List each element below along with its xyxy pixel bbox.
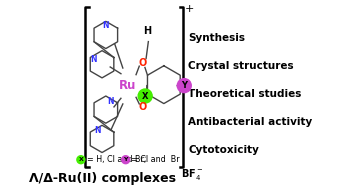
Text: N: N	[94, 126, 100, 135]
Text: X: X	[79, 157, 83, 162]
Text: N: N	[107, 97, 114, 106]
Text: O: O	[139, 102, 147, 112]
Circle shape	[122, 156, 130, 164]
Text: +: +	[185, 5, 194, 14]
Circle shape	[138, 89, 152, 103]
Text: Y: Y	[181, 81, 187, 90]
Text: Y: Y	[123, 157, 128, 162]
Text: = H, Cl and Br;: = H, Cl and Br;	[86, 155, 146, 164]
Text: O: O	[139, 58, 147, 68]
Text: N: N	[103, 21, 109, 30]
Circle shape	[77, 156, 85, 164]
Text: Synthesis: Synthesis	[188, 33, 245, 43]
Circle shape	[177, 79, 191, 93]
Text: Antibacterial activity: Antibacterial activity	[188, 117, 312, 127]
Text: Ru: Ru	[119, 80, 136, 92]
Text: N: N	[90, 55, 97, 64]
Text: Crystal structures: Crystal structures	[188, 61, 294, 71]
Text: Cytotoxicity: Cytotoxicity	[188, 145, 259, 155]
Text: = Cl and  Br: = Cl and Br	[131, 155, 180, 164]
Text: H: H	[143, 26, 151, 36]
Text: BF$_4^-$: BF$_4^-$	[181, 167, 204, 182]
Text: Λ/Δ-Ru(II) complexes: Λ/Δ-Ru(II) complexes	[29, 172, 177, 185]
Text: X: X	[142, 91, 149, 101]
Text: Theoretical studies: Theoretical studies	[188, 89, 301, 99]
